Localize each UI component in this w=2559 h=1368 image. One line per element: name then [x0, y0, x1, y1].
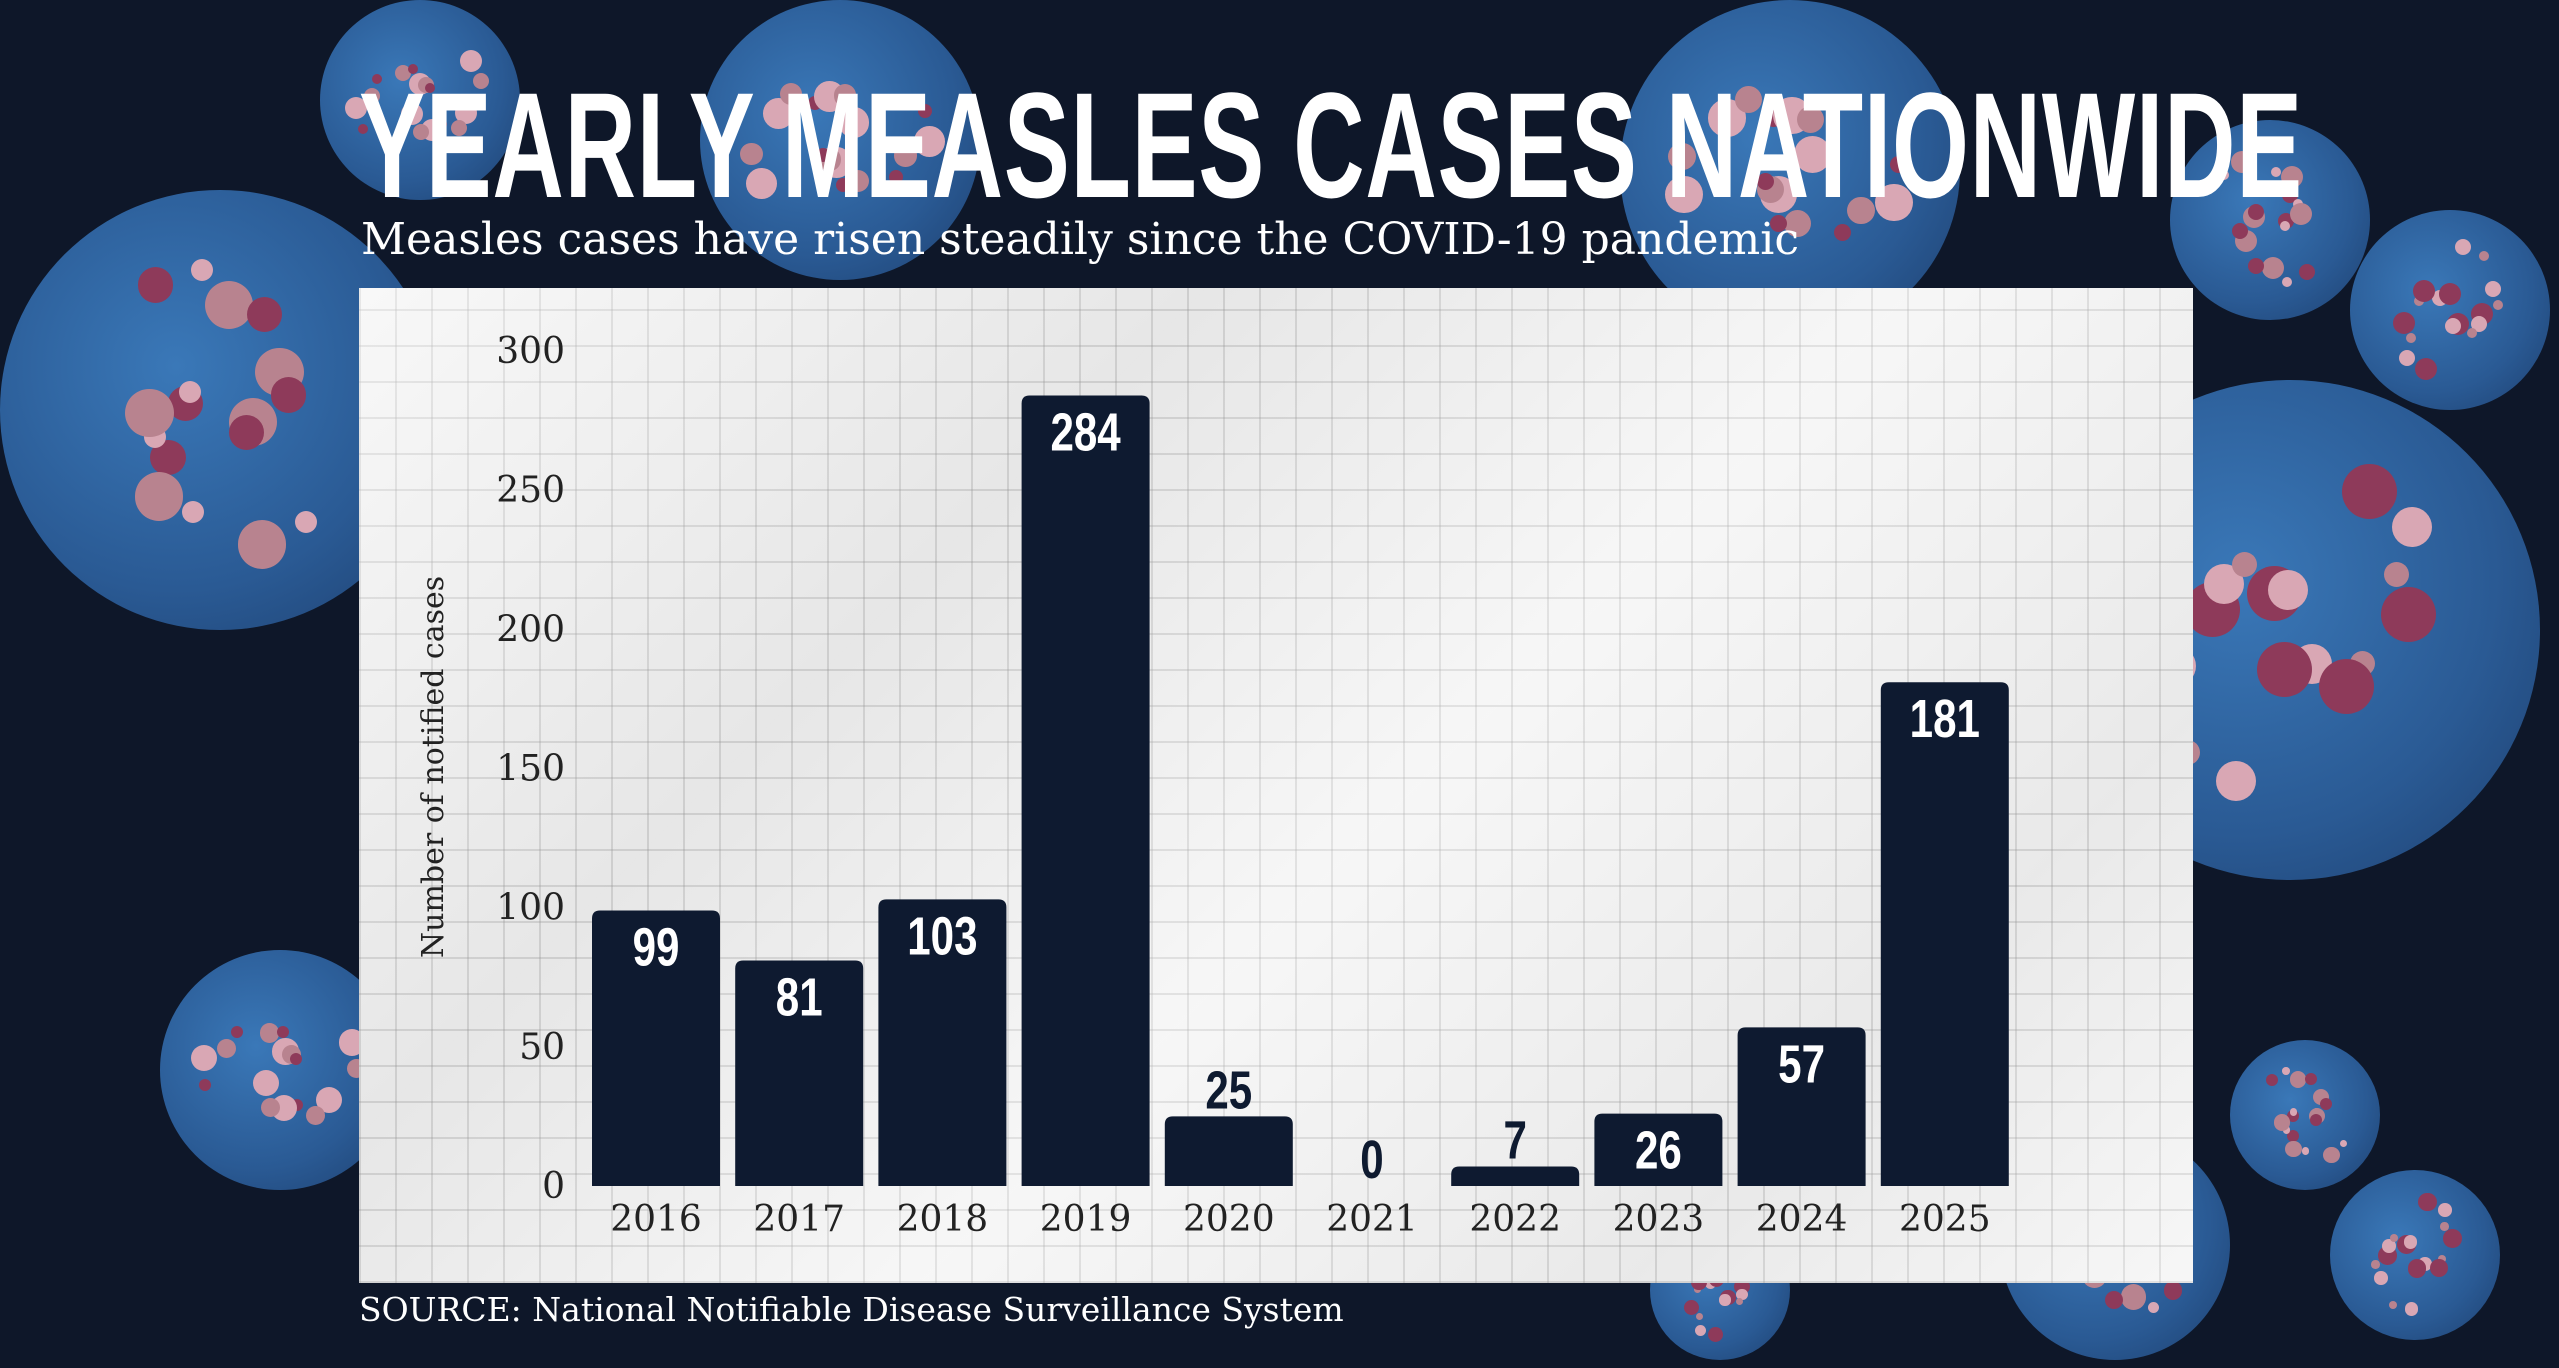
x-tick-label: 2023	[1613, 1199, 1705, 1240]
virus-decoration	[2350, 210, 2550, 410]
bar-2022	[1451, 1166, 1580, 1186]
bar-2025	[1880, 682, 2009, 1186]
data-label: 25	[1205, 1060, 1252, 1120]
x-tick-label: 2017	[753, 1199, 845, 1240]
bar-2016	[592, 910, 720, 1186]
x-tick-label: 2024	[1756, 1199, 1848, 1240]
y-tick-label: 200	[496, 609, 565, 650]
bar-2019	[1021, 395, 1150, 1186]
x-tick-label: 2018	[897, 1199, 989, 1240]
x-tick-label: 2019	[1040, 1199, 1132, 1240]
bar-2023	[1594, 1113, 1723, 1186]
bar-2017	[735, 960, 864, 1186]
data-label: 103	[907, 906, 977, 966]
y-axis-label: Number of notified cases	[416, 576, 451, 958]
data-label: 57	[1778, 1034, 1825, 1094]
virus-decoration	[320, 0, 520, 200]
bar-2024	[1737, 1027, 1866, 1186]
data-label: 7	[1503, 1111, 1526, 1171]
data-label: 0	[1360, 1130, 1383, 1190]
data-label: 81	[776, 968, 823, 1028]
x-tick-label: 2022	[1469, 1199, 1561, 1240]
virus-decoration	[2330, 1170, 2500, 1340]
data-label: 26	[1635, 1121, 1682, 1181]
y-tick-label: 50	[519, 1027, 565, 1068]
data-label: 181	[1910, 689, 1980, 749]
virus-decoration	[2170, 120, 2370, 320]
virus-decoration	[1620, 0, 1960, 340]
chart-paper: 0 50 100 150 200 250 300 99 81 103 284 25 0 7 26 57 181…	[359, 288, 2193, 1283]
y-tick-label: 150	[496, 749, 565, 790]
y-tick-label: 300	[496, 331, 565, 372]
virus-decoration	[700, 0, 980, 280]
x-tick-label: 2025	[1899, 1199, 1991, 1240]
y-tick-label: 250	[496, 470, 565, 511]
x-tick-label: 2016	[610, 1199, 702, 1240]
bar-2020	[1164, 1116, 1293, 1186]
data-label: 284	[1050, 403, 1120, 463]
page-title: YEARLY MEASLES CASES NATIONWIDE	[359, 61, 2303, 229]
x-tick-label: 2021	[1326, 1199, 1418, 1240]
x-tick-label: 2020	[1183, 1199, 1275, 1240]
page-subtitle: Measles cases have risen steadily since …	[361, 214, 1799, 265]
y-tick-label: 100	[496, 888, 565, 929]
virus-decoration	[2230, 1040, 2380, 1190]
bar-2018	[878, 899, 1007, 1186]
source-note: SOURCE: National Notifiable Disease Surv…	[359, 1290, 1344, 1329]
y-tick-label: 0	[542, 1166, 565, 1207]
data-label: 99	[633, 918, 680, 978]
